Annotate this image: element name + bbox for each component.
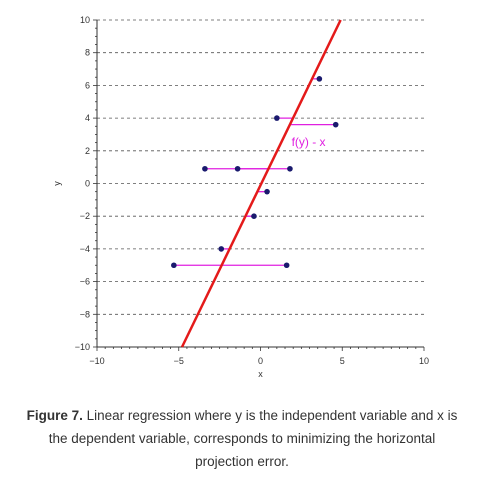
data-point <box>316 76 323 82</box>
y-tick-label: 6 <box>85 80 90 90</box>
data-point <box>171 262 177 269</box>
data-point <box>274 115 280 121</box>
y-tick-label: 8 <box>85 48 90 58</box>
x-tick-label: 10 <box>419 356 429 366</box>
data-point <box>287 165 293 172</box>
regression-line <box>180 19 342 348</box>
y-axis-title: y <box>52 181 62 186</box>
y-tick-label: −6 <box>80 277 90 287</box>
figure-label: Figure 7. <box>26 408 83 423</box>
caption-text: Linear regression where y is the indepen… <box>48 408 458 469</box>
x-tick-label: −5 <box>174 356 184 366</box>
x-tick-label: −10 <box>89 356 104 366</box>
y-tick-label: 0 <box>85 179 90 189</box>
x-tick-label: 0 <box>258 356 263 366</box>
axes: −10 −8 −6 −4 −2 0 2 4 6 8 10 −10 −5 0 5 10 <box>75 15 429 366</box>
data-point <box>218 246 225 252</box>
y-tick-label: 2 <box>85 146 90 156</box>
figure-caption: Figure 7. Linear regression where y is t… <box>20 404 464 473</box>
data-point <box>264 188 270 195</box>
y-tick-label: −4 <box>80 244 90 254</box>
y-tick-label: −2 <box>80 211 90 221</box>
projection-segments <box>173 78 336 266</box>
y-tick-label: −8 <box>80 309 90 319</box>
x-tick-label: 5 <box>340 356 345 366</box>
y-tick-label: −10 <box>75 342 90 352</box>
data-point <box>202 165 208 172</box>
x-axis-title: x <box>258 369 263 379</box>
projection-error-label: f(y) - x <box>292 135 326 149</box>
y-tick-label: 4 <box>85 113 90 123</box>
data-point <box>234 165 241 172</box>
data-points <box>171 76 339 269</box>
y-tick-label: 10 <box>80 15 90 25</box>
data-point <box>251 213 257 219</box>
regression-chart: −10 −8 −6 −4 −2 0 2 4 6 8 10 −10 −5 0 5 10 f(y) - x x y <box>52 15 429 379</box>
data-point <box>332 121 339 128</box>
regression-line-group <box>180 19 342 348</box>
data-point <box>283 262 290 269</box>
